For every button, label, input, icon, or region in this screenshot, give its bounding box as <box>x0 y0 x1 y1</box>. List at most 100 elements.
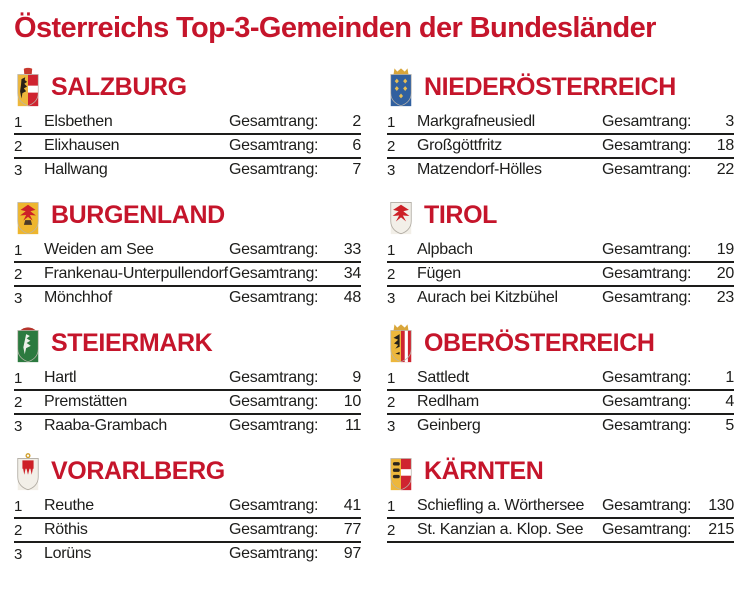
gesamtrang-label: Gesamtrang: <box>229 241 319 259</box>
ranking-table: 1 Weiden am See Gesamtrang: 33 2 Franken… <box>14 239 361 309</box>
tirol-coat-of-arms-icon <box>387 195 415 236</box>
gesamtrang-label: Gesamtrang: <box>229 113 319 131</box>
state-header: VORARLBERG <box>14 449 361 493</box>
ranking-table: 1 Hartl Gesamtrang: 9 2 Premstätten Gesa… <box>14 367 361 437</box>
gesamtrang-label: Gesamtrang: <box>229 289 319 307</box>
ranking-table: 1 Sattledt Gesamtrang: 1 2 Redlham Gesam… <box>387 367 734 437</box>
table-row: 3 Matzendorf-Hölles Gesamtrang: 22 <box>387 159 734 181</box>
municipality-name: St. Kanzian a. Klop. See <box>417 521 584 539</box>
municipality-name: Frankenau-Unterpullendorf <box>44 265 228 283</box>
municipality-name: Großgöttfritz <box>417 137 503 155</box>
gesamtrang-cell: Gesamtrang: 5 <box>602 417 734 435</box>
rank-number: 2 <box>387 393 396 411</box>
municipality-name: Geinberg <box>417 417 481 435</box>
gesamtrang-cell: Gesamtrang: 2 <box>229 113 361 131</box>
gesamtrang-value: 23 <box>716 289 735 307</box>
municipality-name: Redlham <box>417 393 479 411</box>
table-row: 3 Lorüns Gesamtrang: 97 <box>14 543 361 565</box>
gesamtrang-value: 34 <box>343 265 362 283</box>
municipality-name: Premstätten <box>44 393 127 411</box>
state-name: OBERÖSTERREICH <box>424 328 655 357</box>
gesamtrang-cell: Gesamtrang: 77 <box>229 521 361 539</box>
rank-number: 3 <box>14 161 23 179</box>
municipality-name: Mönchhof <box>44 289 112 307</box>
rank-number: 3 <box>14 417 23 435</box>
gesamtrang-label: Gesamtrang: <box>602 161 692 179</box>
gesamtrang-label: Gesamtrang: <box>602 369 692 387</box>
table-row: 2 Großgöttfritz Gesamtrang: 18 <box>387 135 735 160</box>
gesamtrang-cell: Gesamtrang: 215 <box>602 521 734 539</box>
municipality-name: Sattledt <box>417 369 469 387</box>
rank-number: 1 <box>387 113 396 131</box>
gesamtrang-cell: Gesamtrang: 1 <box>602 369 734 387</box>
state-section: SALZBURG 1 Elsbethen Gesamtrang: 2 2 Eli… <box>14 65 361 181</box>
gesamtrang-cell: Gesamtrang: 10 <box>229 393 361 411</box>
gesamtrang-cell: Gesamtrang: 130 <box>602 497 734 515</box>
table-row: 1 Schiefling a. Wörthersee Gesamtrang: 1… <box>387 495 734 520</box>
table-row: 2 Frankenau-Unterpullendorf Gesamtrang: … <box>14 263 361 288</box>
kaernten-coat-of-arms-icon <box>387 451 415 492</box>
municipality-name: Hallwang <box>44 161 108 179</box>
rank-number: 1 <box>387 497 396 515</box>
state-section: TIROL 1 Alpbach Gesamtrang: 19 2 Fügen G… <box>387 193 734 309</box>
state-section: KÄRNTEN 1 Schiefling a. Wörthersee Gesam… <box>387 449 734 565</box>
rank-number: 3 <box>14 545 23 563</box>
gesamtrang-cell: Gesamtrang: 48 <box>229 289 361 307</box>
gesamtrang-value: 10 <box>343 393 362 411</box>
municipality-name: Matzendorf-Hölles <box>417 161 542 179</box>
gesamtrang-value: 4 <box>725 393 734 411</box>
gesamtrang-label: Gesamtrang: <box>229 265 319 283</box>
gesamtrang-cell: Gesamtrang: 34 <box>229 265 361 283</box>
gesamtrang-value: 130 <box>708 497 734 515</box>
burgenland-coat-of-arms-icon <box>14 195 42 236</box>
municipality-name: Alpbach <box>417 241 473 259</box>
municipality-name: Schiefling a. Wörthersee <box>417 497 585 515</box>
salzburg-coat-of-arms-icon <box>14 67 42 108</box>
municipality-name: Weiden am See <box>44 241 154 259</box>
state-header: STEIERMARK <box>14 321 361 365</box>
gesamtrang-label: Gesamtrang: <box>229 521 319 539</box>
ranking-table: 1 Reuthe Gesamtrang: 41 2 Röthis Gesamtr… <box>14 495 361 565</box>
table-row: 3 Mönchhof Gesamtrang: 48 <box>14 287 361 309</box>
gesamtrang-cell: Gesamtrang: 23 <box>602 289 734 307</box>
page-title: Österreichs Top-3-Gemeinden der Bundeslä… <box>14 12 656 44</box>
rank-number: 2 <box>387 137 396 155</box>
table-row: 3 Raaba-Grambach Gesamtrang: 11 <box>14 415 361 437</box>
steiermark-coat-of-arms-icon <box>14 323 42 364</box>
rank-number: 2 <box>387 265 396 283</box>
rank-number: 1 <box>14 369 23 387</box>
table-row: 2 Röthis Gesamtrang: 77 <box>14 519 361 544</box>
state-header: BURGENLAND <box>14 193 361 237</box>
gesamtrang-cell: Gesamtrang: 20 <box>602 265 734 283</box>
municipality-name: Elsbethen <box>44 113 113 131</box>
ranking-table: 1 Alpbach Gesamtrang: 19 2 Fügen Gesamtr… <box>387 239 734 309</box>
gesamtrang-label: Gesamtrang: <box>229 161 319 179</box>
rank-number: 3 <box>387 161 396 179</box>
gesamtrang-value: 97 <box>343 545 362 563</box>
rank-number: 1 <box>387 369 396 387</box>
gesamtrang-value: 41 <box>343 497 362 515</box>
gesamtrang-label: Gesamtrang: <box>602 241 692 259</box>
gesamtrang-value: 18 <box>716 137 735 155</box>
municipality-name: Röthis <box>44 521 88 539</box>
table-row: 2 Fügen Gesamtrang: 20 <box>387 263 734 288</box>
gesamtrang-cell: Gesamtrang: 22 <box>602 161 734 179</box>
gesamtrang-value: 33 <box>343 241 362 259</box>
gesamtrang-label: Gesamtrang: <box>602 497 692 515</box>
gesamtrang-cell: Gesamtrang: 97 <box>229 545 361 563</box>
gesamtrang-value: 5 <box>725 417 734 435</box>
gesamtrang-label: Gesamtrang: <box>602 265 692 283</box>
gesamtrang-value: 1 <box>725 369 734 387</box>
state-name: VORARLBERG <box>51 456 225 485</box>
municipality-name: Aurach bei Kitzbühel <box>417 289 558 307</box>
table-row: 2 St. Kanzian a. Klop. See Gesamtrang: 2… <box>387 519 734 544</box>
state-header: TIROL <box>387 193 734 237</box>
gesamtrang-cell: Gesamtrang: 9 <box>229 369 361 387</box>
table-row: 2 Premstätten Gesamtrang: 10 <box>14 391 361 416</box>
state-section: BURGENLAND 1 Weiden am See Gesamtrang: 3… <box>14 193 361 309</box>
table-row: 1 Markgrafneusiedl Gesamtrang: 3 <box>387 111 734 136</box>
gesamtrang-value: 19 <box>716 241 735 259</box>
state-section: NIEDERÖSTERREICH 1 Markgrafneusiedl Gesa… <box>387 65 734 181</box>
oberoesterreich-coat-of-arms-icon <box>387 323 415 364</box>
table-row: 1 Alpbach Gesamtrang: 19 <box>387 239 735 264</box>
